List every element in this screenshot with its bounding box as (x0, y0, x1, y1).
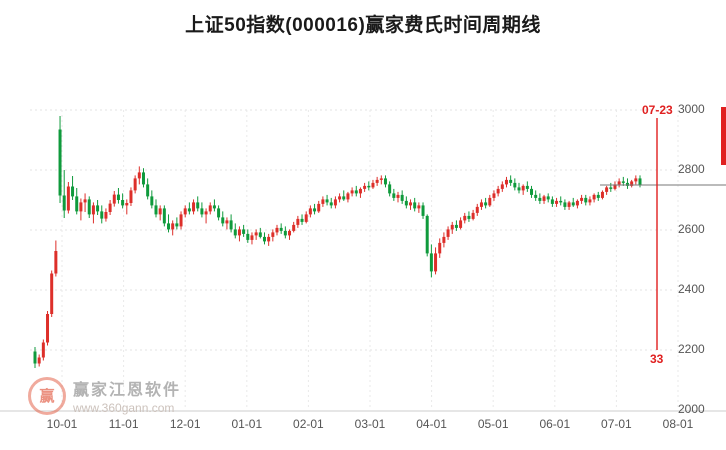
x-tick: 02-01 (293, 417, 324, 431)
y-tick: 2200 (678, 342, 705, 356)
chart-title: 上证50指数(000016)赢家费氏时间周期线 (185, 15, 541, 36)
x-tick: 08-01 (662, 417, 694, 431)
watermark: 赢 赢家江恩软件 www.360gann.com (28, 376, 181, 415)
y-tick: 2000 (678, 402, 705, 416)
x-tick: 01-01 (231, 417, 263, 431)
y-tick: 3000 (678, 102, 705, 116)
y-tick: 2600 (678, 222, 705, 236)
y-tick: 2800 (678, 162, 705, 176)
x-tick: 03-01 (354, 417, 386, 431)
watermark-name: 赢家江恩软件 (73, 382, 182, 399)
cycle-date-label: 07-23 (642, 103, 673, 117)
x-tick: 12-01 (169, 417, 201, 431)
x-tick: 11-01 (108, 417, 139, 431)
x-tick: 10-01 (46, 417, 78, 431)
x-tick: 04-01 (416, 417, 447, 431)
x-tick: 05-01 (477, 417, 509, 431)
watermark-url: www.360gann.com (73, 401, 175, 415)
x-tick: 06-01 (539, 417, 571, 431)
watermark-logo-icon: 赢 (28, 376, 66, 415)
x-tick: 07-01 (601, 417, 632, 431)
cycle-count-label: 33 (650, 352, 664, 366)
y-tick: 2400 (678, 282, 705, 296)
